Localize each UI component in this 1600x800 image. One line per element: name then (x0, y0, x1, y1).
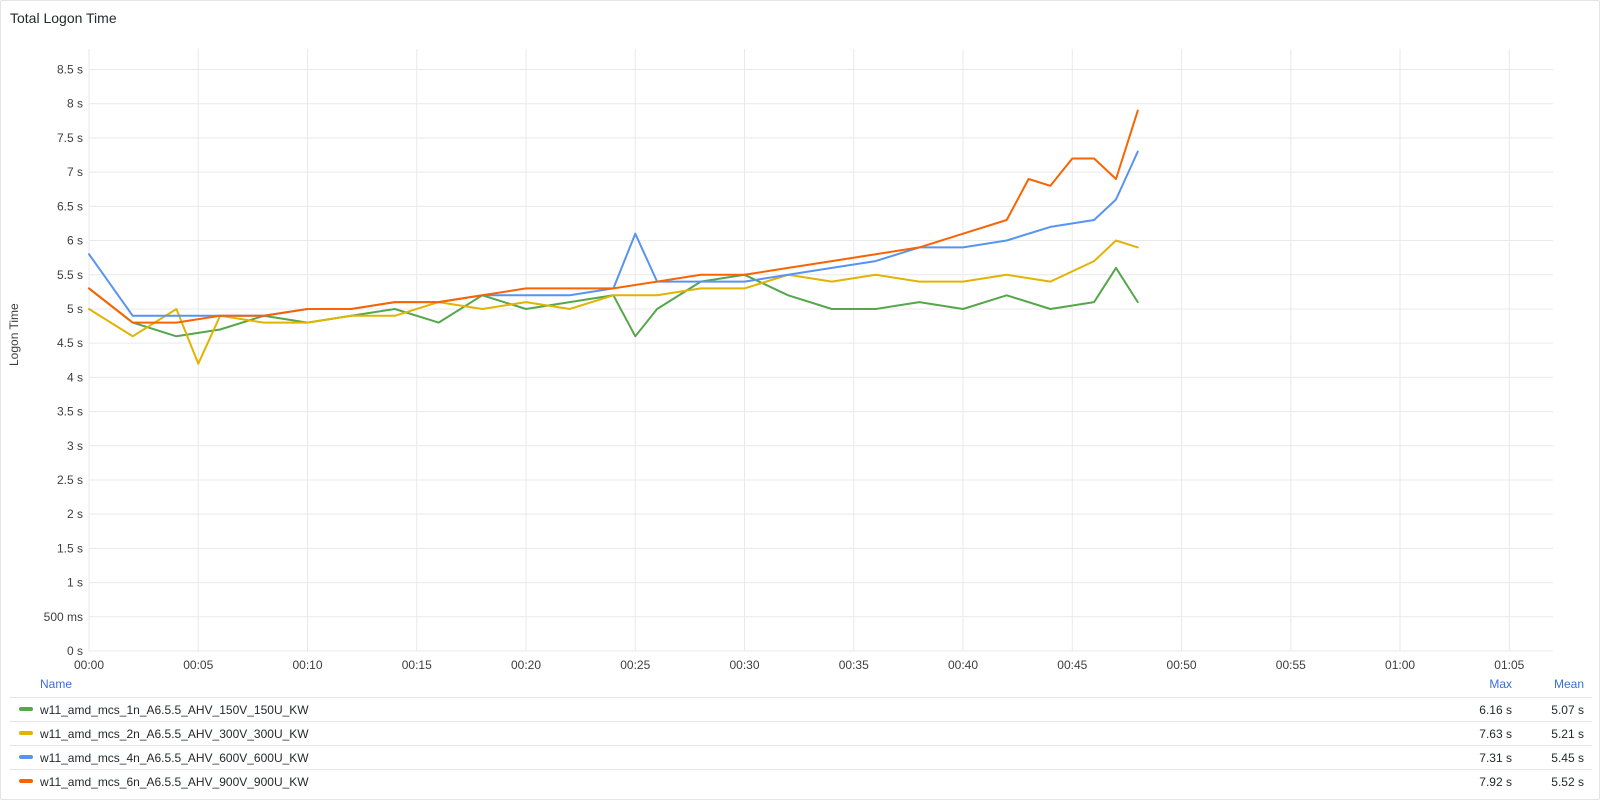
x-tick-label: 00:50 (1167, 658, 1197, 672)
x-tick-label: 01:05 (1494, 658, 1524, 672)
legend-max-value: 7.92 s (1479, 775, 1512, 789)
legend-mean-value: 5.21 s (1551, 727, 1584, 741)
y-tick-label: 8.5 s (57, 63, 83, 77)
x-tick-label: 00:35 (839, 658, 869, 672)
legend-header-mean[interactable]: Mean (1553, 677, 1584, 691)
y-tick-label: 4 s (67, 370, 83, 384)
x-tick-label: 00:10 (292, 658, 322, 672)
legend-table: Name Max Mean w11_amd_mcs_1n_A6.5.5_AHV_… (10, 673, 1592, 793)
series-line (88, 266, 1139, 338)
legend-series-name[interactable]: w11_amd_mcs_2n_A6.5.5_AHV_300V_300U_KW (40, 727, 309, 741)
y-tick-label: 7 s (67, 165, 83, 179)
y-tick-label: 0 s (67, 644, 83, 658)
legend-series-name[interactable]: w11_amd_mcs_1n_A6.5.5_AHV_150V_150U_KW (40, 703, 309, 717)
y-tick-label: 4.5 s (57, 336, 83, 350)
y-tick-label: 1.5 s (57, 541, 83, 555)
x-tick-label: 00:30 (730, 658, 760, 672)
y-tick-label: 3 s (67, 439, 83, 453)
legend-swatch (19, 707, 33, 711)
panel-title: Total Logon Time (10, 10, 117, 26)
legend-series-name[interactable]: w11_amd_mcs_4n_A6.5.5_AHV_600V_600U_KW (40, 751, 309, 765)
legend-max-value: 7.31 s (1479, 751, 1512, 765)
y-tick-label: 3.5 s (57, 405, 83, 419)
y-tick-label: 2.5 s (57, 473, 83, 487)
series-line (88, 150, 1139, 317)
x-tick-label: 00:05 (183, 658, 213, 672)
x-tick-label: 01:00 (1385, 658, 1415, 672)
y-axis-title: Logon Time (7, 303, 21, 366)
legend-row[interactable]: w11_amd_mcs_4n_A6.5.5_AHV_600V_600U_KW 7… (10, 746, 1592, 770)
legend-mean-value: 5.07 s (1551, 703, 1584, 717)
y-tick-label: 1 s (67, 576, 83, 590)
y-tick-label: 5.5 s (57, 268, 83, 282)
x-tick-label: 00:45 (1057, 658, 1087, 672)
legend-header: Name Max Mean (10, 673, 1592, 698)
y-tick-label: 2 s (67, 507, 83, 521)
y-tick-label: 6.5 s (57, 199, 83, 213)
legend-max-value: 7.63 s (1479, 727, 1512, 741)
x-tick-label: 00:15 (402, 658, 432, 672)
legend-max-value: 6.16 s (1479, 703, 1512, 717)
x-tick-label: 00:25 (620, 658, 650, 672)
legend-header-name[interactable]: Name (40, 677, 73, 691)
y-tick-label: 5 s (67, 302, 83, 316)
logon-time-chart: 0 s 500 ms 1 s 1.5 s 2 s 2.5 s 3 s 3.5 s 4 s 4.5 … (44, 49, 1553, 672)
y-tick-label: 6 s (67, 234, 83, 248)
x-tick-label: 00:00 (74, 658, 104, 672)
legend-swatch (19, 731, 33, 735)
series-line (88, 239, 1139, 365)
legend-row[interactable]: w11_amd_mcs_6n_A6.5.5_AHV_900V_900U_KW 7… (10, 770, 1592, 793)
legend-mean-value: 5.52 s (1551, 775, 1584, 789)
y-tick-label: 500 ms (44, 610, 83, 624)
legend-row[interactable]: w11_amd_mcs_1n_A6.5.5_AHV_150V_150U_KW 6… (10, 698, 1592, 722)
legend-series-name[interactable]: w11_amd_mcs_6n_A6.5.5_AHV_900V_900U_KW (40, 775, 309, 789)
y-tick-label: 7.5 s (57, 131, 83, 145)
legend-swatch (19, 755, 33, 759)
legend-mean-value: 5.45 s (1551, 751, 1584, 765)
legend-header-max[interactable]: Max (1489, 677, 1512, 691)
x-tick-label: 00:20 (511, 658, 541, 672)
legend-swatch (19, 779, 33, 783)
legend-row[interactable]: w11_amd_mcs_2n_A6.5.5_AHV_300V_300U_KW 7… (10, 722, 1592, 746)
x-tick-label: 00:40 (948, 658, 978, 672)
series-line (88, 109, 1139, 324)
y-tick-label: 8 s (67, 97, 83, 111)
x-tick-label: 00:55 (1276, 658, 1306, 672)
